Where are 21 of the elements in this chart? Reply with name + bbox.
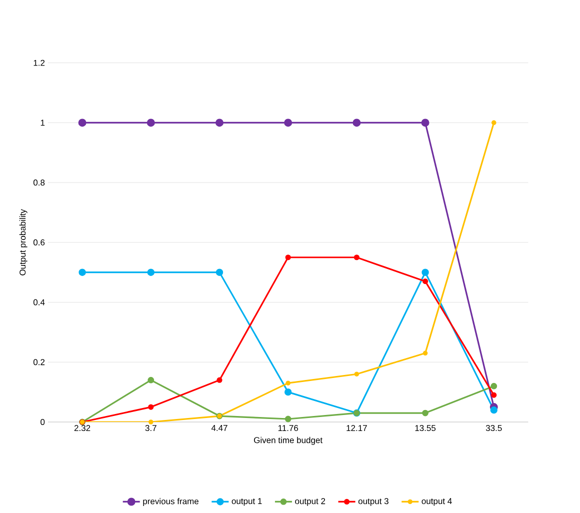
y-tick-label: 1: [40, 120, 45, 126]
x-tick-label: 11.76: [278, 425, 298, 432]
legend-label: output 2: [295, 498, 326, 506]
y-tick-label: 0.4: [33, 299, 45, 306]
y-tick-label: 1.2: [34, 60, 45, 66]
legend-label: output 1: [232, 498, 262, 506]
x-axis-title: Given time budget: [254, 436, 322, 445]
legend-label: previous frame: [143, 498, 198, 506]
x-tick-label: 13.55: [415, 425, 436, 432]
y-tick-label: 0.2: [33, 359, 45, 366]
y-tick-label: 0.6: [33, 239, 45, 246]
y-tick-label: 0.8: [33, 180, 45, 186]
x-tick-label: 4.47: [211, 425, 228, 431]
legend-label: output 4: [422, 498, 452, 506]
x-tick-label: 3.7: [145, 425, 156, 432]
y-tick-label: 0: [40, 418, 45, 426]
legend-label: output 3: [358, 498, 388, 506]
x-tick-label: 12.17: [346, 425, 367, 431]
y-axis-title: Output probability: [19, 209, 28, 276]
x-tick-label: 33.5: [486, 425, 502, 432]
x-tick-label: 2.32: [74, 425, 90, 432]
